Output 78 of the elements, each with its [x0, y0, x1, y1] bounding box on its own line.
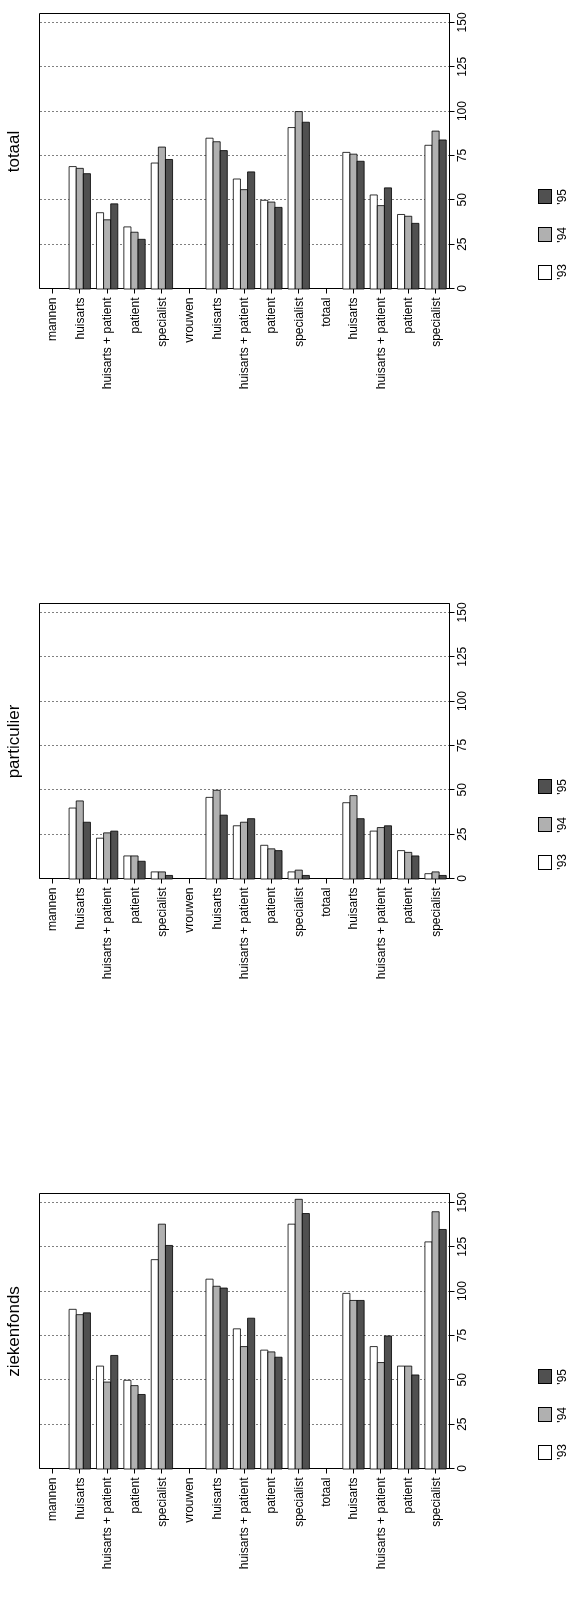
- y-tick-label: 25: [454, 237, 469, 251]
- x-tick-label: huisarts + patient: [237, 886, 251, 980]
- text: totaal: [4, 130, 23, 173]
- legend-label: '94: [555, 816, 569, 833]
- y-tick-label: 150: [454, 602, 469, 623]
- y-tick-label: 100: [454, 1280, 469, 1302]
- x-tick-label: specialist: [291, 296, 306, 347]
- x-tick-label: patient: [127, 886, 142, 924]
- x-tick-label: patient: [401, 886, 416, 924]
- x-tick-label: specialist: [428, 296, 443, 347]
- legend-label: '94: [555, 226, 569, 243]
- y-tick-label: 0: [454, 874, 469, 882]
- x-tick-label: patient: [401, 296, 416, 334]
- x-tick-label: patient: [127, 1476, 142, 1514]
- y-tick-label: 50: [454, 1372, 469, 1387]
- x-tick-label: patient: [264, 1476, 279, 1514]
- text: particulier: [4, 704, 23, 779]
- x-tick-label: huisarts + patient: [100, 1476, 115, 1570]
- y-tick-label: 0: [454, 284, 469, 292]
- x-tick-label: vrouwen: [182, 887, 197, 933]
- x-tick-label: specialist: [154, 1476, 169, 1527]
- x-tick-label: huisarts + patient: [373, 1476, 388, 1570]
- y-tick-label: 25: [454, 1417, 469, 1431]
- x-tick-label: totaal: [319, 297, 334, 327]
- x-tick-label: patient: [127, 296, 142, 334]
- y-tick-label: 75: [454, 1328, 469, 1343]
- y-tick-label: 50: [454, 192, 469, 207]
- y-tick-label: 150: [454, 12, 469, 33]
- legend-label: '93: [555, 1444, 569, 1460]
- x-tick-label: mannen: [45, 297, 60, 341]
- x-tick-label: vrouwen: [182, 297, 197, 343]
- y-tick-label: 50: [454, 782, 469, 797]
- x-tick-label: huisarts + patient: [373, 296, 388, 390]
- y-tick-label: 100: [454, 690, 469, 712]
- y-tick-label: 125: [454, 56, 469, 77]
- x-tick-label: specialist: [154, 296, 169, 347]
- y-tick-label: 125: [454, 1236, 469, 1257]
- x-tick-label: patient: [264, 296, 279, 334]
- x-tick-label: specialist: [291, 886, 306, 937]
- legend-label: '94: [555, 1406, 569, 1423]
- x-tick-label: huisarts + patient: [100, 886, 115, 980]
- x-tick-label: patient: [401, 1476, 416, 1514]
- y-tick-label: 100: [454, 100, 469, 122]
- x-tick-label: specialist: [428, 1476, 443, 1527]
- x-tick-label: huisarts + patient: [373, 886, 388, 980]
- x-tick-label: huisarts: [209, 887, 224, 930]
- legend-label: '95: [555, 1369, 569, 1385]
- x-tick-label: huisarts: [346, 887, 361, 930]
- x-tick-label: totaal: [319, 887, 334, 917]
- y-tick-label: 0: [454, 1464, 469, 1472]
- y-tick-label: 75: [454, 738, 469, 753]
- x-tick-label: huisarts: [346, 297, 361, 340]
- x-tick-label: huisarts: [346, 1477, 361, 1520]
- x-tick-label: huisarts: [209, 297, 224, 340]
- x-tick-label: mannen: [45, 887, 60, 931]
- y-tick-label: 125: [454, 646, 469, 667]
- y-tick-label: 150: [454, 1192, 469, 1213]
- legend-label: '95: [555, 779, 569, 795]
- x-tick-label: huisarts + patient: [237, 296, 251, 390]
- text: ziekenfonds: [4, 1286, 23, 1377]
- x-tick-label: patient: [264, 886, 279, 924]
- x-tick-label: specialist: [154, 886, 169, 937]
- legend-label: '93: [555, 854, 569, 870]
- legend-label: '93: [555, 264, 569, 280]
- legend-label: '95: [555, 189, 569, 205]
- x-tick-label: vrouwen: [182, 1477, 197, 1523]
- x-tick-label: huisarts + patient: [100, 296, 115, 390]
- x-tick-label: huisarts: [72, 887, 87, 930]
- x-tick-label: huisarts + patient: [237, 1476, 251, 1570]
- x-tick-label: huisarts: [209, 1477, 224, 1520]
- x-tick-label: totaal: [319, 1477, 334, 1507]
- x-tick-label: mannen: [45, 1477, 60, 1521]
- y-tick-label: 75: [454, 148, 469, 163]
- x-tick-label: huisarts: [72, 1477, 87, 1520]
- y-tick-label: 25: [454, 827, 469, 841]
- x-tick-label: specialist: [428, 886, 443, 937]
- x-tick-label: specialist: [291, 1476, 306, 1527]
- x-tick-label: huisarts: [72, 297, 87, 340]
